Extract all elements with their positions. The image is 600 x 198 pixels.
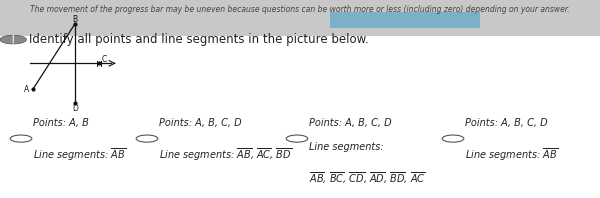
Text: Line segments: $\overline{AB}$, $\overline{AC}$, $\overline{BD}$: Line segments: $\overline{AB}$, $\overli… <box>159 146 292 163</box>
Text: Points: A, B: Points: A, B <box>33 118 89 128</box>
FancyBboxPatch shape <box>330 12 480 28</box>
Text: Identify all points and line segments in the picture below.: Identify all points and line segments in… <box>29 33 368 46</box>
Text: A: A <box>25 85 29 94</box>
Text: Line segments: $\overline{AB}$: Line segments: $\overline{AB}$ <box>33 146 126 163</box>
Text: D: D <box>72 104 78 113</box>
Circle shape <box>0 35 26 44</box>
Text: The movement of the progress bar may be uneven because questions can be worth mo: The movement of the progress bar may be … <box>30 5 570 14</box>
Text: B: B <box>73 15 77 24</box>
Text: C: C <box>101 55 106 64</box>
Text: Points: A, B, C, D: Points: A, B, C, D <box>465 118 548 128</box>
FancyBboxPatch shape <box>0 0 600 36</box>
Text: Points: A, B, C, D: Points: A, B, C, D <box>159 118 242 128</box>
Text: Points: A, B, C, D: Points: A, B, C, D <box>309 118 392 128</box>
Text: Line segments:: Line segments: <box>309 142 383 151</box>
Text: $\overline{AB}$, $\overline{BC}$, $\overline{CD}$, $\overline{AD}$, $\overline{B: $\overline{AB}$, $\overline{BC}$, $\over… <box>309 170 425 186</box>
Text: /: / <box>10 34 16 45</box>
Text: Line segments: $\overline{AB}$: Line segments: $\overline{AB}$ <box>465 146 558 163</box>
